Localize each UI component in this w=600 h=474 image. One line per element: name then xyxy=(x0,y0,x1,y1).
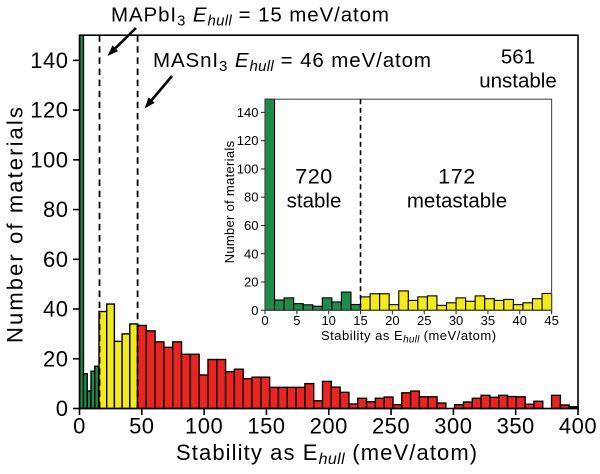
svg-text:20: 20 xyxy=(244,275,258,290)
svg-text:0: 0 xyxy=(73,414,86,439)
svg-text:100: 100 xyxy=(185,414,223,439)
svg-text:120: 120 xyxy=(237,133,259,148)
svg-text:40: 40 xyxy=(244,246,258,261)
svg-text:0: 0 xyxy=(251,303,258,318)
svg-text:172: 172 xyxy=(438,165,476,189)
svg-text:stable: stable xyxy=(287,190,342,213)
svg-text:MASnI3 Ehull = 46 meV/atom: MASnI3 Ehull = 46 meV/atom xyxy=(153,49,432,75)
svg-text:200: 200 xyxy=(310,414,348,439)
svg-text:561: 561 xyxy=(501,46,535,69)
svg-text:350: 350 xyxy=(497,414,535,439)
svg-text:300: 300 xyxy=(434,414,472,439)
svg-text:80: 80 xyxy=(244,190,258,205)
svg-text:20: 20 xyxy=(43,346,68,371)
svg-text:60: 60 xyxy=(43,247,68,272)
svg-text:0: 0 xyxy=(56,396,69,421)
svg-text:0: 0 xyxy=(261,313,268,328)
svg-text:metastable: metastable xyxy=(407,190,507,213)
svg-text:140: 140 xyxy=(237,105,259,120)
svg-text:80: 80 xyxy=(43,197,68,222)
svg-text:100: 100 xyxy=(30,147,68,172)
svg-text:150: 150 xyxy=(247,414,285,439)
svg-text:60: 60 xyxy=(244,218,258,233)
svg-text:35: 35 xyxy=(481,313,495,328)
svg-text:140: 140 xyxy=(30,48,68,73)
svg-text:Number of materials: Number of materials xyxy=(222,140,237,263)
svg-text:45: 45 xyxy=(544,313,558,328)
svg-text:100: 100 xyxy=(237,161,259,176)
svg-text:250: 250 xyxy=(372,414,410,439)
svg-text:Stability as Ehull (meV/atom): Stability as Ehull (meV/atom) xyxy=(321,328,497,346)
svg-text:5: 5 xyxy=(293,313,300,328)
svg-text:20: 20 xyxy=(385,313,399,328)
svg-text:30: 30 xyxy=(449,313,463,328)
svg-text:50: 50 xyxy=(129,414,154,439)
svg-text:10: 10 xyxy=(321,313,335,328)
svg-text:120: 120 xyxy=(30,98,68,123)
svg-text:40: 40 xyxy=(513,313,527,328)
svg-text:25: 25 xyxy=(417,313,431,328)
svg-text:720: 720 xyxy=(295,165,333,189)
svg-text:unstable: unstable xyxy=(479,70,557,93)
svg-text:Number of materials: Number of materials xyxy=(3,105,28,343)
svg-text:400: 400 xyxy=(559,414,597,439)
svg-text:40: 40 xyxy=(43,297,68,322)
svg-text:15: 15 xyxy=(353,313,367,328)
svg-text:MAPbI3 Ehull = 15 meV/atom: MAPbI3 Ehull = 15 meV/atom xyxy=(111,4,390,30)
